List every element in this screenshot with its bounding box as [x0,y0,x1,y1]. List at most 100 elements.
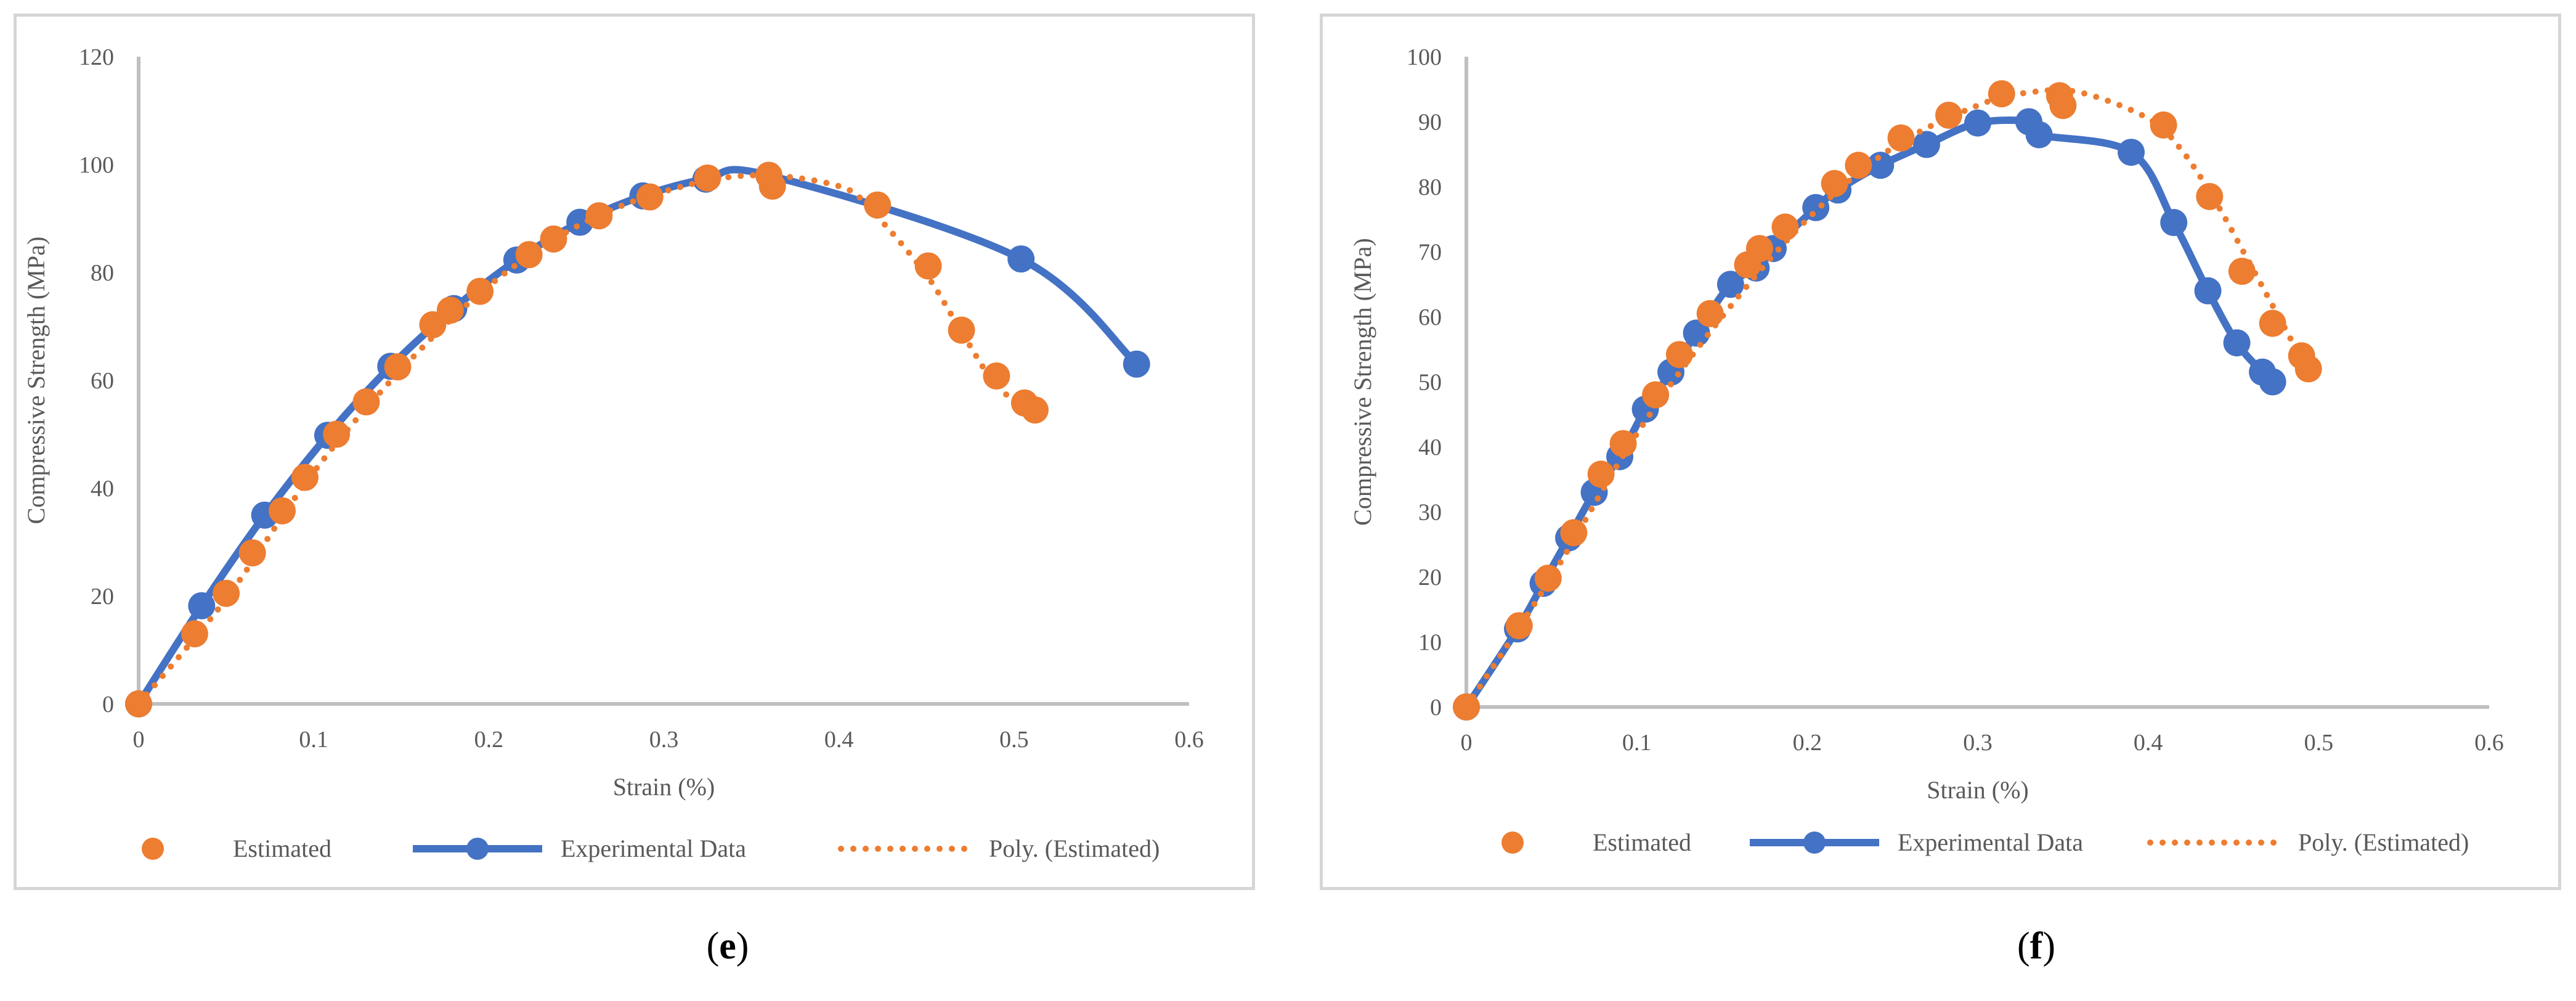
y-tick-label-f: 40 [1418,435,1442,460]
y-tick-label-f: 50 [1418,370,1442,396]
legend-experimental-label-f: Experimental Data [1898,828,2083,856]
legend-estimated-marker-e [142,838,164,860]
y-tick-label-e: 20 [91,584,114,610]
estimated-point-f [1696,300,1724,327]
estimated-point-e [515,241,543,269]
estimated-point-e [694,164,721,192]
x-tick-label-f: 0.6 [2474,730,2504,756]
estimated-point-f [1771,213,1799,241]
estimated-point-e [983,362,1010,390]
estimated-point-f [2049,92,2077,120]
y-tick-label-e: 60 [91,368,114,394]
legend-poly-label-e: Poly. (Estimated) [989,835,1160,862]
estimated-point-e [323,420,351,448]
experimental-point-f [2118,139,2145,166]
y-tick-label-f: 0 [1430,695,1442,721]
y-tick-label-f: 60 [1418,304,1442,330]
estimated-point-f [1609,430,1637,457]
caption-e: (e) [706,925,749,967]
experimental-point-e [1123,350,1150,378]
estimated-point-f [1988,80,2015,108]
poly-trendline-e [136,172,1035,707]
estimated-point-e [269,497,296,525]
y-tick-label-f: 10 [1418,630,1442,656]
y-tick-label-f: 20 [1418,565,1442,590]
chart-panel-f [1320,14,2561,890]
y-tick-label-f: 100 [1407,44,1442,70]
estimated-point-f [1642,381,1670,409]
estimated-point-e [238,539,266,566]
x-axis-title-f: Strain (%) [1927,776,2029,804]
x-tick-label-f: 0.1 [1622,730,1652,756]
experimental-point-f [2160,209,2188,237]
x-tick-label-e: 0.5 [999,727,1029,753]
estimated-point-f [1887,124,1915,152]
y-tick-label-e: 40 [91,476,114,502]
caption-f: (f) [2017,925,2055,967]
estimated-point-f [1560,519,1588,547]
estimated-point-f [1745,235,1773,263]
legend-experimental-marker-f [1803,831,1826,854]
y-tick-label-f: 80 [1418,174,1442,200]
experimental-point-f [2194,277,2222,304]
legend-estimated-label-e: Estimated [233,835,331,862]
estimated-point-f [1935,101,1962,129]
experimental-point-f [2259,368,2286,396]
y-tick-label-e: 120 [79,44,114,70]
estimated-point-e [384,353,412,381]
x-tick-label-e: 0.4 [824,727,854,753]
caption-letter-e: e [719,925,736,967]
experimental-point-f [1683,319,1710,347]
legend-experimental-marker-e [466,838,489,860]
chart-panel-e [14,14,1255,890]
experimental-point-e [188,592,216,619]
estimated-point-f [2196,182,2224,210]
x-tick-label-f: 0.3 [1963,730,1993,756]
y-tick-label-f: 70 [1418,240,1442,266]
x-tick-label-f: 0.4 [2134,730,2163,756]
y-tick-label-e: 100 [79,152,114,178]
x-tick-label-f: 0 [1461,730,1473,756]
legend-estimated-marker-f [1501,831,1524,854]
estimated-point-f [2294,355,2322,383]
x-axis-title-e: Strain (%) [613,773,715,801]
estimated-point-e [864,191,892,219]
estimated-point-e [352,388,380,415]
experimental-point-f [1964,109,1991,137]
experimental-point-f [2025,121,2053,149]
x-tick-label-e: 0.3 [649,727,679,753]
y-axis-title-f: Compressive Strength (MPa) [1349,238,1376,526]
y-tick-label-f: 90 [1418,110,1442,136]
y-tick-label-f: 30 [1418,500,1442,526]
estimated-point-f [1665,341,1693,369]
x-tick-label-e: 0.1 [299,727,328,753]
estimated-point-f [2259,309,2286,337]
estimated-point-e [291,464,319,491]
estimated-point-e [213,579,240,607]
legend-poly-label-f: Poly. (Estimated) [2298,828,2469,856]
legend-estimated-label-f: Estimated [1593,828,1691,856]
y-tick-label-e: 0 [102,692,114,717]
y-axis-title-e: Compressive Strength (MPa) [22,237,50,525]
legend-experimental-label-e: Experimental Data [561,835,746,862]
estimated-point-f [1845,152,1872,179]
x-tick-label-e: 0 [133,727,145,753]
x-tick-label-e: 0.6 [1174,727,1204,753]
estimated-point-f [1821,170,1848,197]
estimated-point-e [1021,396,1049,424]
caption-letter-f: f [2030,925,2043,967]
estimated-point-f [1587,460,1615,488]
experimental-point-f [1802,194,1830,221]
estimated-point-f [1534,565,1562,592]
experimental-point-f [1867,152,1895,179]
x-tick-label-f: 0.2 [1793,730,1822,756]
experimental-line-f [1463,116,2277,711]
x-tick-label-e: 0.2 [474,727,504,753]
estimated-point-e [436,296,464,324]
estimated-point-f [2150,111,2177,139]
estimated-point-e [636,183,664,211]
estimated-point-e [758,173,786,200]
experimental-point-e [1007,245,1035,273]
